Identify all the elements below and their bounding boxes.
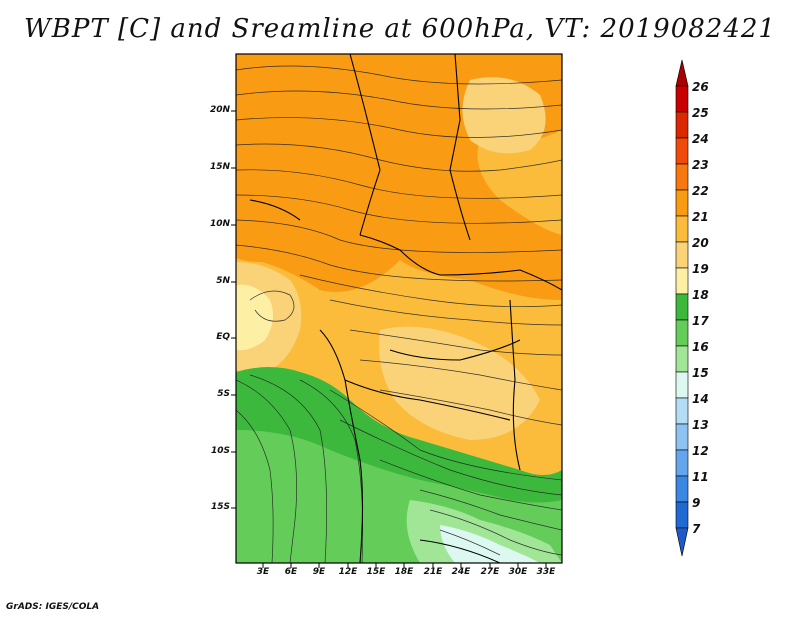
colorbar-label: 16 bbox=[692, 340, 709, 354]
colorbar-label: 7 bbox=[692, 522, 701, 536]
lon-label: 33E bbox=[536, 567, 556, 577]
colorbar-swatch bbox=[675, 501, 689, 529]
colorbar-label: 9 bbox=[692, 496, 701, 510]
lon-label: 21E bbox=[423, 567, 443, 577]
wbpt-field bbox=[236, 54, 562, 563]
colorbar-label: 20 bbox=[692, 236, 709, 250]
colorbar-label: 23 bbox=[692, 158, 709, 172]
colorbar-top-arrow bbox=[675, 59, 689, 87]
colorbar-swatch bbox=[675, 85, 689, 113]
colorbar-swatch bbox=[675, 163, 689, 191]
colorbar-label: 18 bbox=[692, 288, 709, 302]
lon-label: 27E bbox=[480, 567, 500, 577]
colorbar-label: 19 bbox=[692, 262, 709, 276]
colorbar-swatch bbox=[675, 397, 689, 425]
lat-label: 15N bbox=[209, 162, 230, 172]
colorbar-swatch bbox=[675, 137, 689, 165]
lat-label: 10N bbox=[209, 219, 230, 229]
colorbar-label: 12 bbox=[692, 444, 709, 458]
lon-label: 18E bbox=[394, 567, 414, 577]
lon-label: 12E bbox=[338, 567, 358, 577]
colorbar-label: 13 bbox=[692, 418, 709, 432]
map-frame bbox=[235, 53, 563, 564]
lon-label: 30E bbox=[508, 567, 528, 577]
colorbar-label: 14 bbox=[692, 392, 709, 406]
lon-label: 3E bbox=[256, 567, 270, 577]
colorbar-swatch bbox=[675, 293, 689, 321]
lon-label: 15E bbox=[366, 567, 386, 577]
colorbar-label: 17 bbox=[692, 314, 709, 328]
colorbar bbox=[675, 59, 689, 557]
lon-label: 24E bbox=[451, 567, 471, 577]
colorbar-swatch bbox=[675, 267, 689, 295]
colorbar-swatch bbox=[675, 449, 689, 477]
colorbar-label: 11 bbox=[692, 470, 709, 484]
grads-credit: GrADS: IGES/COLA bbox=[6, 602, 100, 612]
colorbar-label: 26 bbox=[692, 80, 709, 94]
colorbar-swatch bbox=[675, 215, 689, 243]
colorbar-swatch bbox=[675, 319, 689, 347]
colorbar-swatch bbox=[675, 423, 689, 451]
colorbar-swatch bbox=[675, 475, 689, 503]
lat-label: 15S bbox=[210, 502, 230, 512]
colorbar-swatch bbox=[675, 189, 689, 217]
colorbar-label: 15 bbox=[692, 366, 709, 380]
colorbar-label: 22 bbox=[692, 184, 709, 198]
lat-label: 5N bbox=[216, 276, 230, 286]
lat-label: 20N bbox=[209, 105, 230, 115]
colorbar-label: 21 bbox=[692, 210, 709, 224]
colorbar-label: 24 bbox=[692, 132, 709, 146]
lat-label: 10S bbox=[210, 446, 230, 456]
colorbar-label: 25 bbox=[692, 106, 709, 120]
lat-label: EQ bbox=[216, 332, 230, 342]
lon-label: 9E bbox=[312, 567, 326, 577]
chart-title: WBPT [C] and Sreamline at 600hPa, VT: 20… bbox=[24, 14, 776, 44]
lat-label: 5S bbox=[217, 389, 230, 399]
colorbar-swatch bbox=[675, 111, 689, 139]
colorbar-bottom-arrow bbox=[675, 527, 689, 557]
lon-label: 6E bbox=[284, 567, 298, 577]
colorbar-swatch bbox=[675, 345, 689, 373]
colorbar-swatch bbox=[675, 371, 689, 399]
colorbar-swatch bbox=[675, 241, 689, 269]
